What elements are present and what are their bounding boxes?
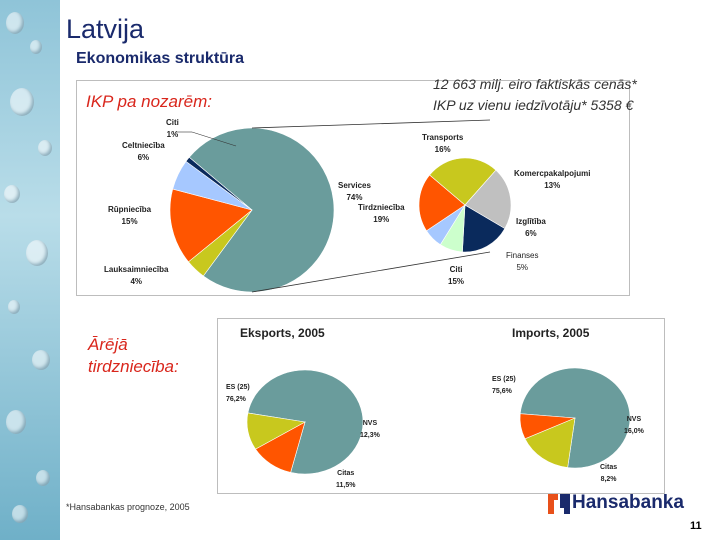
label-citi: Citi 1%	[166, 118, 179, 139]
water-drop-icon	[32, 350, 50, 370]
import-pie-chart	[519, 367, 631, 469]
label-komercpakalpojumi: Komercpakalpojumi 13%	[514, 169, 591, 190]
water-drop-icon	[12, 505, 28, 523]
page-number: 11	[690, 520, 702, 532]
trade-heading: Ārējā tirdzniecība:	[88, 335, 179, 376]
label-transports: Transports 16%	[422, 133, 464, 154]
water-drop-icon	[8, 300, 20, 314]
label-import-nvs: NVS 16,0%	[624, 416, 644, 435]
services-pie-chart	[418, 157, 512, 253]
decorative-sidebar	[0, 0, 60, 540]
citi-leader-line	[191, 131, 237, 147]
pie-slice-transports	[464, 169, 512, 229]
connector-line-top	[251, 119, 491, 129]
export-chart-title: Eksports, 2005	[240, 326, 325, 340]
gdp-total: 12 663 milj. eiro faktiskās cenās*	[433, 76, 637, 92]
label-export-es: ES (25) 76,2%	[226, 384, 250, 403]
gdp-per-capita: IKP uz vienu iedzīvotāju* 5358 €	[433, 97, 634, 113]
gdp-chart-frame	[76, 80, 630, 296]
label-lauksaimnieciba: Lauksaimniecība 4%	[104, 265, 169, 286]
hansabanka-logo-icon	[548, 494, 570, 514]
footnote: *Hansabankas prognoze, 2005	[66, 502, 190, 512]
water-drop-icon	[10, 88, 34, 116]
label-export-citas: Citas 11,5%	[336, 470, 356, 489]
label-citi-services: Citi 15%	[448, 265, 465, 286]
pie-slice-komercpakalpojumi	[462, 204, 506, 253]
pie-slice-citi	[418, 174, 466, 232]
label-services: Services 74%	[338, 181, 371, 202]
logo-text: Hansabanka	[572, 492, 684, 513]
water-drop-icon	[6, 410, 26, 434]
label-finanses: Finanses 5%	[506, 251, 539, 272]
import-chart-title: Imports, 2005	[512, 326, 590, 340]
label-rupnieciba: Rūpniecība 15%	[108, 205, 152, 226]
pie-slice-r-pniec-ba	[169, 188, 253, 263]
water-drop-icon	[26, 240, 48, 266]
water-drop-icon	[36, 470, 50, 486]
label-tirdznieciba: Tirdzniecība 19%	[358, 203, 405, 224]
page-title: Latvija	[66, 14, 145, 44]
connector-line-bottom	[251, 251, 491, 293]
label-import-citas: Citas 8,2%	[600, 464, 618, 483]
label-izglitiba: Izglītība 6%	[516, 217, 546, 238]
water-drop-icon	[4, 185, 20, 203]
page-subtitle: Ekonomikas struktūra	[76, 50, 245, 67]
pie-slice-citas	[246, 412, 306, 450]
label-celtnieciba: Celtniecība 6%	[122, 141, 165, 162]
gdp-heading: IKP pa nozarēm:	[86, 92, 212, 111]
trade-chart-frame	[217, 318, 665, 494]
pie-slice-nvs	[524, 417, 576, 468]
pie-slice-citas	[519, 413, 576, 440]
label-import-es: ES (25) 75,6%	[492, 376, 516, 395]
water-drop-icon	[6, 12, 24, 34]
water-drop-icon	[38, 140, 52, 156]
pie-slice-tirdzniec-ba	[429, 157, 497, 206]
label-export-nvs: NVS 12,3%	[360, 420, 380, 439]
export-pie-chart	[246, 369, 364, 475]
water-drop-icon	[30, 40, 42, 54]
pie-slice-citi	[185, 156, 253, 211]
gdp-pie-chart	[169, 127, 335, 293]
